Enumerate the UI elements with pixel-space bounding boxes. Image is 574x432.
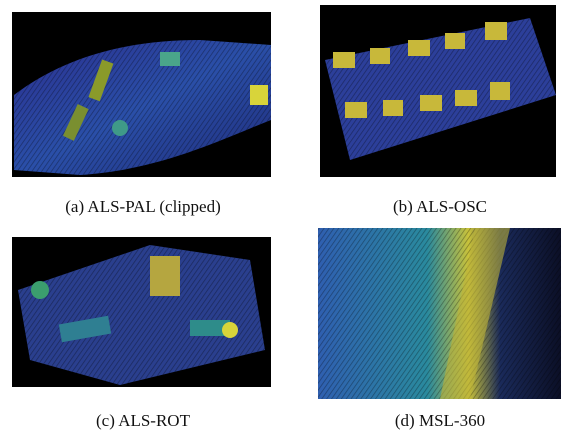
figure: (a) ALS-PAL (clipped) (b) ALS-OSC (c) AL… — [0, 0, 574, 432]
panel-image — [12, 12, 271, 177]
page: (a) ALS-PAL (clipped) (b) ALS-OSC (c) AL… — [0, 0, 574, 432]
panel-image — [318, 228, 561, 399]
caption: (c) ALS-ROT — [96, 411, 191, 430]
panel-image — [12, 237, 271, 387]
caption: (d) MSL-360 — [395, 411, 485, 430]
caption: (b) ALS-OSC — [393, 197, 487, 216]
caption: (a) ALS-PAL (clipped) — [65, 197, 221, 216]
panel-image — [320, 5, 556, 177]
